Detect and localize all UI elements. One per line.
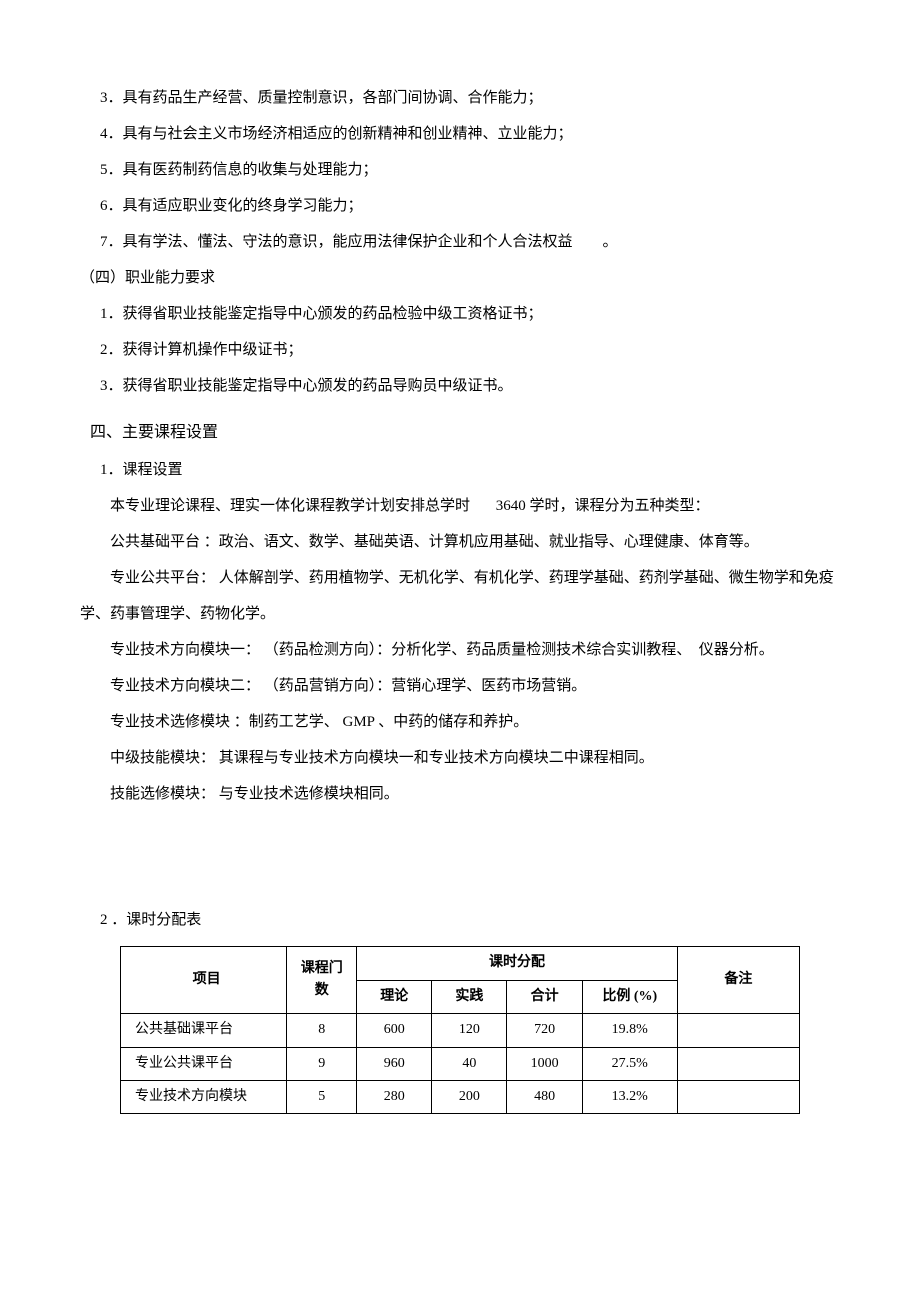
cell-theory: 280 bbox=[357, 1080, 432, 1113]
hours-allocation-table: 项目 课程门数 课时分配 备注 理论 实践 合计 比例 (%) 公共基础课平台 … bbox=[120, 946, 800, 1114]
cell-ratio: 19.8% bbox=[582, 1014, 677, 1047]
table-row: 专业技术方向模块 5 280 200 480 13.2% bbox=[121, 1080, 800, 1113]
cell-theory: 960 bbox=[357, 1047, 432, 1080]
paragraph-public-base: 公共基础平台 ：政治、语文、数学、基础英语、计算机应用基础、就业指导、心理健康、… bbox=[80, 524, 840, 560]
cert-item-3: 3．获得省职业技能鉴定指导中心颁发的药品导购员中级证书。 bbox=[100, 368, 840, 404]
paragraph-prof-public: 专业公共平台： 人体解剖学、药用植物学、无机化学、有机化学、药理学基础、药剂学基… bbox=[80, 560, 840, 632]
paragraph-tech-module-2: 专业技术方向模块二： （药品营销方向）：营销心理学、医药市场营销。 bbox=[80, 668, 840, 704]
cell-remark bbox=[677, 1047, 799, 1080]
paragraph-skill-elective: 技能选修模块： 与专业技术选修模块相同。 bbox=[80, 776, 840, 812]
th-courses: 课程门数 bbox=[287, 947, 357, 1014]
cell-remark bbox=[677, 1014, 799, 1047]
paragraph-mid-skill: 中级技能模块： 其课程与专业技术方向模块一和专业技术方向模块二中课程相同。 bbox=[80, 740, 840, 776]
cell-practice: 120 bbox=[432, 1014, 507, 1047]
list-item-5: 5．具有医药制药信息的收集与处理能力； bbox=[100, 152, 840, 188]
cell-courses: 5 bbox=[287, 1080, 357, 1113]
cell-total: 480 bbox=[507, 1080, 582, 1113]
cert-item-2: 2．获得计算机操作中级证书； bbox=[100, 332, 840, 368]
cell-courses: 9 bbox=[287, 1047, 357, 1080]
cell-project: 专业技术方向模块 bbox=[121, 1080, 287, 1113]
th-remark: 备注 bbox=[677, 947, 799, 1014]
list-item-4: 4．具有与社会主义市场经济相适应的创新精神和创业精神、立业能力； bbox=[100, 116, 840, 152]
table-row: 公共基础课平台 8 600 120 720 19.8% bbox=[121, 1014, 800, 1047]
th-alloc: 课时分配 bbox=[357, 947, 677, 980]
cert-item-1: 1．获得省职业技能鉴定指导中心颁发的药品检验中级工资格证书； bbox=[100, 296, 840, 332]
table-row: 专业公共课平台 9 960 40 1000 27.5% bbox=[121, 1047, 800, 1080]
para1a-text: 本专业理论课程、理实一体化课程教学计划安排总学时 bbox=[110, 498, 470, 514]
table-body: 公共基础课平台 8 600 120 720 19.8% 专业公共课平台 9 96… bbox=[121, 1014, 800, 1114]
list-item-7: 7．具有学法、懂法、守法的意识，能应用法律保护企业和个人合法权益 。 bbox=[100, 224, 840, 260]
paragraph-hours: 本专业理论课程、理实一体化课程教学计划安排总学时 3640 学时，课程分为五种类… bbox=[110, 488, 840, 524]
list-item-3: 3．具有药品生产经营、质量控制意识，各部门间协调、合作能力； bbox=[100, 80, 840, 116]
th-ratio: 比例 (%) bbox=[582, 980, 677, 1013]
cell-courses: 8 bbox=[287, 1014, 357, 1047]
cell-ratio: 13.2% bbox=[582, 1080, 677, 1113]
cell-total: 720 bbox=[507, 1014, 582, 1047]
para1b-text: 3640 学时，课程分为五种类型： bbox=[496, 488, 710, 524]
subsection-2-title: 2 ．课时分配表 bbox=[100, 902, 840, 938]
cell-remark bbox=[677, 1080, 799, 1113]
th-theory: 理论 bbox=[357, 980, 432, 1013]
cell-theory: 600 bbox=[357, 1014, 432, 1047]
subsection-4-title: （四）职业能力要求 bbox=[80, 260, 840, 296]
cell-project: 专业公共课平台 bbox=[121, 1047, 287, 1080]
cell-practice: 200 bbox=[432, 1080, 507, 1113]
cell-ratio: 27.5% bbox=[582, 1047, 677, 1080]
section-4-heading: 四、主要课程设置 bbox=[90, 414, 840, 452]
cell-project: 公共基础课平台 bbox=[121, 1014, 287, 1047]
paragraph-tech-elective: 专业技术选修模块 ：制药工艺学、 GMP 、中药的储存和养护。 bbox=[80, 704, 840, 740]
cell-practice: 40 bbox=[432, 1047, 507, 1080]
th-practice: 实践 bbox=[432, 980, 507, 1013]
th-total: 合计 bbox=[507, 980, 582, 1013]
paragraph-tech-module-1: 专业技术方向模块一： （药品检测方向）：分析化学、药品质量检测技术综合实训教程、… bbox=[80, 632, 840, 668]
th-project: 项目 bbox=[121, 947, 287, 1014]
list-item-6: 6．具有适应职业变化的终身学习能力； bbox=[100, 188, 840, 224]
subsection-1-title: 1．课程设置 bbox=[100, 452, 840, 488]
cell-total: 1000 bbox=[507, 1047, 582, 1080]
